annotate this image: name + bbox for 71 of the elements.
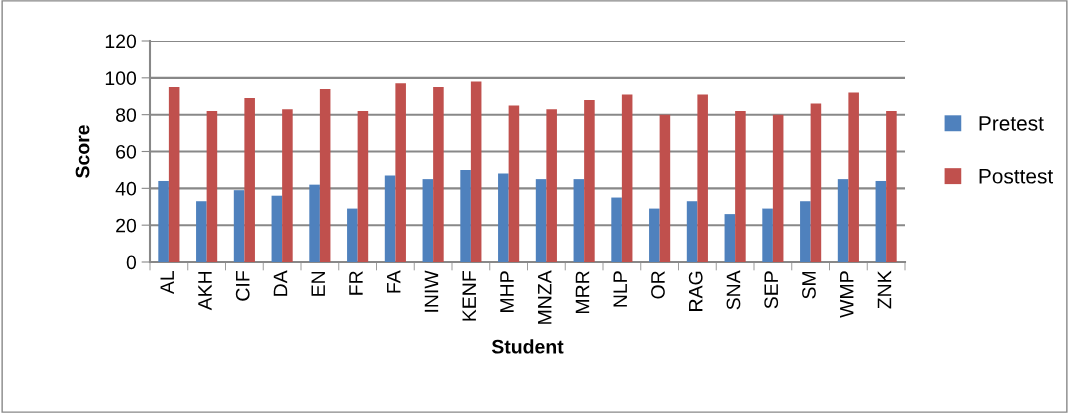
x-tick-label: AKH [198, 271, 212, 311]
bar [271, 195, 283, 262]
bar [535, 179, 547, 262]
bar [244, 98, 255, 262]
bar [772, 114, 784, 262]
bar [837, 179, 849, 262]
x-tick-label: INIW [424, 270, 439, 312]
y-tick-label: 40 [115, 181, 137, 196]
x-tick-label: EN [311, 271, 325, 296]
bar [659, 114, 671, 262]
bar [470, 81, 482, 262]
legend-label: Pretest [979, 116, 1044, 131]
x-tick-label: DA [273, 270, 288, 296]
bar [206, 110, 218, 262]
bar [508, 105, 520, 262]
y-tick-label: 60 [116, 144, 137, 159]
bar [546, 109, 557, 262]
bar [422, 179, 434, 262]
x-tick-label: MRR [575, 271, 590, 314]
bar [309, 184, 320, 262]
bar [800, 201, 811, 262]
bar [886, 110, 897, 262]
x-tick-label: CIF [235, 271, 250, 301]
x-tick-label: MHP [500, 271, 514, 312]
bar [621, 94, 633, 262]
x-tick-label: SEP [764, 271, 779, 309]
bar [686, 201, 698, 262]
bar [875, 180, 887, 262]
x-tick-label: NLP [613, 271, 627, 307]
bar [498, 173, 509, 262]
x-tick-label: FR [349, 271, 363, 295]
bar [319, 88, 331, 262]
x-tick-label: WMP [840, 271, 854, 318]
bar [433, 87, 444, 262]
y-axis-title: Score [75, 125, 90, 178]
bar [460, 169, 471, 262]
bar [384, 175, 396, 262]
x-tick-label: SM [802, 271, 816, 299]
bar [697, 94, 708, 262]
legend-label: Posttest [979, 169, 1054, 184]
x-tick-label: FA [387, 270, 401, 293]
y-tick-label: 100 [105, 71, 137, 86]
y-tick-label: 120 [105, 34, 137, 49]
y-tick-label: 20 [116, 218, 137, 233]
x-tick-label: RAG [688, 271, 703, 311]
x-tick-label: OR [651, 271, 665, 299]
x-tick-label: SNA [726, 270, 741, 310]
x-axis-title: Student [491, 339, 564, 354]
bar [168, 87, 180, 262]
bar [357, 110, 369, 262]
x-tick-label: AL [160, 270, 174, 295]
y-tick-label: 0 [126, 255, 137, 270]
bar [573, 179, 585, 262]
bar [611, 197, 622, 262]
x-tick-label: ZNK [877, 270, 892, 309]
bar [810, 103, 822, 262]
bar [762, 208, 773, 262]
bar [395, 83, 406, 262]
x-tick-label: KENF [462, 271, 476, 321]
bar [158, 180, 169, 262]
bar [584, 99, 595, 262]
bar [282, 109, 293, 262]
bar [848, 92, 859, 262]
bar [233, 190, 245, 262]
y-tick-label: 80 [116, 108, 137, 122]
bar [649, 208, 660, 262]
bar [347, 208, 358, 262]
bar [724, 214, 736, 262]
bar [735, 110, 746, 262]
x-tick-label: MNZA [538, 270, 552, 324]
bar [196, 201, 207, 262]
